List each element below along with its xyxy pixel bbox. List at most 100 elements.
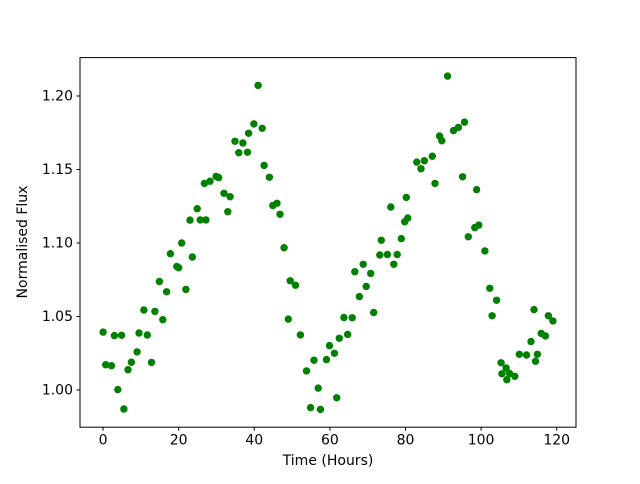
- data-point: [340, 313, 348, 322]
- data-point: [291, 281, 300, 289]
- x-tick-label: 0: [99, 433, 108, 449]
- data-point: [258, 124, 266, 132]
- data-point: [472, 185, 481, 194]
- data-point: [155, 277, 164, 286]
- data-point: [502, 364, 510, 372]
- data-point: [166, 250, 175, 258]
- data-point: [127, 358, 136, 366]
- x-tick-label: 60: [321, 433, 339, 449]
- data-point: [498, 370, 506, 378]
- data-point: [306, 403, 315, 412]
- data-point: [296, 331, 305, 339]
- data-point: [420, 157, 429, 165]
- data-point: [243, 148, 252, 156]
- data-point: [140, 306, 148, 314]
- data-point: [280, 244, 288, 252]
- x-tick-label: 120: [543, 433, 570, 449]
- data-point: [531, 357, 540, 365]
- data-point: [393, 250, 401, 259]
- data-point: [464, 233, 472, 241]
- data-point: [265, 173, 274, 181]
- y-tick-label: 1.20: [42, 88, 73, 104]
- data-point: [402, 193, 410, 202]
- data-point: [413, 158, 421, 166]
- y-tick-label: 1.05: [42, 309, 73, 325]
- data-point: [351, 268, 359, 276]
- data-point: [533, 350, 542, 358]
- x-tick-label: 20: [170, 433, 188, 449]
- data-point: [188, 253, 196, 261]
- data-point: [377, 236, 385, 244]
- data-point: [397, 234, 405, 243]
- data-point: [224, 208, 232, 216]
- data-point: [151, 307, 159, 316]
- data-point: [200, 179, 209, 188]
- data-point: [335, 334, 343, 342]
- data-point: [486, 284, 494, 292]
- data-point: [344, 330, 352, 339]
- data-point: [206, 177, 214, 185]
- data-point: [284, 315, 292, 323]
- data-point: [460, 118, 469, 126]
- data-point: [475, 221, 483, 229]
- x-axis-label: Time (Hours): [282, 453, 374, 469]
- data-point: [362, 282, 370, 291]
- x-tick-label: 80: [397, 433, 415, 449]
- data-point: [387, 203, 395, 211]
- data-point: [333, 394, 341, 402]
- data-point: [492, 296, 501, 304]
- data-point: [314, 384, 322, 392]
- data-point: [226, 193, 234, 201]
- x-tick-label: 100: [468, 433, 495, 449]
- data-point: [202, 216, 210, 224]
- data-point: [355, 292, 364, 301]
- data-point: [235, 149, 243, 157]
- y-tick-label: 1.00: [42, 383, 73, 399]
- data-point: [367, 269, 375, 278]
- x-axis-ticks: 0 20 40 60 80 100 120: [99, 427, 570, 449]
- data-point: [250, 120, 258, 128]
- data-point: [515, 350, 523, 358]
- data-point: [322, 355, 331, 364]
- data-point: [107, 362, 116, 370]
- data-point: [325, 341, 334, 350]
- data-point: [302, 367, 311, 375]
- data-point: [186, 216, 194, 224]
- data-point: [417, 165, 425, 173]
- data-point: [488, 312, 496, 320]
- data-point: [348, 314, 356, 322]
- axes-frame: [79, 57, 577, 428]
- data-point: [316, 405, 325, 414]
- data-point: [133, 348, 141, 356]
- data-points: [99, 72, 557, 414]
- data-point: [286, 277, 294, 285]
- data-point: [438, 137, 446, 145]
- data-point: [215, 173, 223, 182]
- data-point: [110, 331, 119, 340]
- data-point: [359, 260, 367, 268]
- data-point: [135, 329, 143, 337]
- data-point: [390, 260, 398, 268]
- data-point: [147, 358, 156, 367]
- data-point: [443, 72, 452, 80]
- data-point: [175, 264, 183, 272]
- data-point: [481, 247, 489, 255]
- y-axis-ticks: 1.00 1.05 1.10 1.15 1.20: [42, 88, 80, 399]
- data-point: [159, 316, 167, 324]
- data-point: [99, 328, 107, 336]
- data-point: [117, 331, 126, 339]
- data-point: [503, 376, 511, 384]
- data-point: [273, 199, 281, 207]
- data-point: [310, 356, 318, 364]
- data-point: [276, 210, 284, 218]
- y-axis-label: Normalised Flux: [15, 186, 31, 299]
- data-point: [143, 331, 151, 339]
- data-point: [254, 81, 262, 90]
- x-tick-label: 40: [245, 433, 263, 449]
- data-point: [428, 152, 436, 160]
- y-tick-label: 1.15: [42, 162, 73, 178]
- data-point: [497, 359, 505, 367]
- data-point: [193, 205, 201, 213]
